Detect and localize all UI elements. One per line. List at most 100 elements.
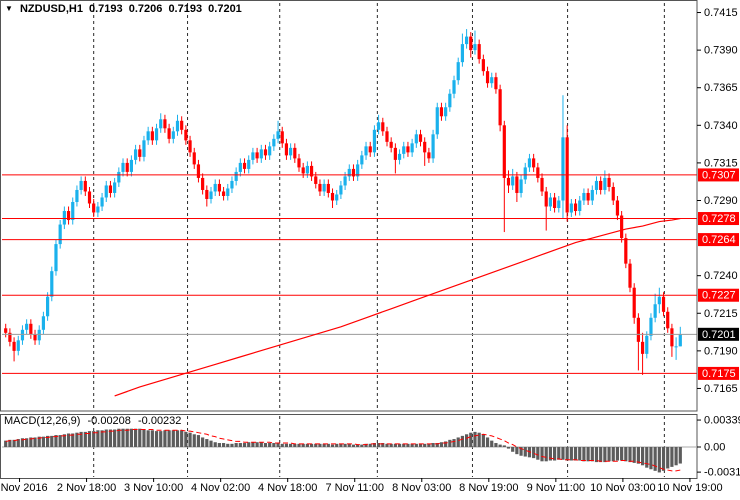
macd-histogram-bar (465, 434, 469, 447)
candle-body (75, 189, 79, 202)
candle-body (494, 77, 498, 90)
candle-body (92, 203, 96, 213)
macd-histogram-bar (272, 443, 276, 447)
macd-histogram-bar (444, 441, 448, 447)
candle-body (83, 180, 87, 192)
candle-body (452, 80, 456, 94)
macd-histogram-bar (108, 429, 113, 447)
price-tick-label: 0.7165 (704, 383, 738, 395)
macd-histogram-bar (33, 437, 37, 447)
candle-body (540, 177, 544, 192)
macd-histogram-bar (280, 443, 284, 447)
time-tick-label: 8 Nov 03:00 (392, 482, 451, 494)
candle-body (100, 197, 104, 207)
macd-histogram-bar (548, 447, 552, 461)
macd-histogram-bar (448, 439, 452, 447)
macd-histogram-bar (121, 428, 125, 447)
macd-histogram-bar (666, 447, 670, 469)
macd-histogram-bar (213, 442, 217, 447)
macd-histogram-bar (16, 439, 20, 447)
ohlc-high: 0.7206 (128, 3, 163, 15)
candle-body (217, 183, 221, 192)
candle-body (515, 176, 519, 193)
macd-histogram-bar (552, 447, 557, 461)
macd-histogram-bar (12, 439, 16, 447)
candle-body (661, 296, 666, 312)
macd-histogram-bar (309, 443, 314, 447)
macd-histogram-bar (255, 442, 259, 447)
candle-body (636, 317, 640, 342)
ohlc-close: 0.7201 (208, 3, 242, 15)
macd-histogram-bar (661, 447, 666, 471)
time-tick-label: 3 Nov 10:00 (124, 482, 183, 494)
macd-histogram-bar (649, 447, 653, 470)
macd-histogram-bar (46, 435, 50, 447)
candle-body (259, 149, 263, 159)
macd-histogram-bar (632, 447, 636, 463)
candle-body (649, 317, 653, 336)
macd-histogram-bar (201, 437, 205, 447)
macd-histogram-bar (276, 443, 280, 447)
candle-body (532, 158, 536, 168)
candle-body (8, 332, 12, 342)
macd-histogram-bar (117, 428, 121, 447)
macd-histogram-bar (83, 431, 87, 447)
macd-histogram-bar (615, 447, 620, 461)
candle-body (175, 120, 180, 132)
time-tick-label: 8 Nov 19:00 (459, 482, 518, 494)
candle-body (343, 176, 347, 186)
symbol-dropdown-arrow-icon[interactable]: ▼ (5, 4, 13, 13)
time-tick-label: 2 Nov 2016 (0, 482, 48, 494)
macd-histogram-bar (87, 431, 92, 447)
macd-histogram-bar (71, 433, 75, 447)
macd-histogram-bar (498, 444, 502, 447)
level-price-badge: 0.7307 (702, 169, 736, 181)
candle-body (133, 149, 138, 160)
macd-histogram-bar (100, 430, 104, 447)
time-tick-label: 9 Nov 11:00 (527, 482, 586, 494)
price-tick-label: 0.7190 (704, 345, 738, 357)
candle-body (201, 177, 205, 190)
candle-body (339, 185, 343, 195)
macd-histogram-bar (188, 432, 192, 447)
candle-body (594, 180, 599, 190)
macd-histogram-bar (477, 432, 481, 447)
candle-body (620, 215, 624, 239)
candle-body (368, 146, 372, 153)
macd-histogram-bar (511, 447, 515, 452)
time-tick-label: 10 Nov 03:00 (590, 482, 655, 494)
macd-histogram-bar (368, 443, 372, 447)
candle-body (58, 224, 62, 245)
macd-histogram-bar (301, 443, 305, 447)
price-tick-label: 0.7365 (704, 82, 738, 94)
macd-histogram-bar (209, 440, 213, 447)
macd-histogram-bar (293, 443, 297, 447)
candle-body (301, 167, 305, 174)
macd-histogram-bar (259, 442, 263, 447)
price-tick-label: 0.7315 (704, 157, 738, 169)
macd-histogram-bar (238, 443, 242, 447)
candle-body (154, 128, 159, 141)
macd-histogram-bar (439, 442, 444, 447)
candle-body (138, 149, 142, 157)
macd-histogram-bar (339, 443, 343, 447)
candle-body (188, 140, 192, 153)
macd-histogram-bar (590, 447, 594, 462)
macd-label: MACD(12,26,9) (4, 415, 81, 427)
candle-body (289, 147, 293, 156)
macd-histogram-bar (502, 445, 506, 447)
macd-histogram-bar (456, 437, 460, 447)
macd-histogram-bar (268, 443, 272, 447)
macd-histogram-bar (636, 447, 640, 464)
macd-histogram-bar (20, 438, 25, 447)
macd-histogram-bar (230, 443, 234, 447)
level-price-badge: 0.7175 (702, 368, 736, 380)
candle-body (557, 200, 561, 209)
candle-body (113, 182, 117, 193)
candle-body (314, 176, 318, 184)
price-tick-label: 0.7240 (704, 270, 738, 282)
candle-body (255, 152, 259, 159)
macd-histogram-bar (284, 443, 289, 447)
candle-body (527, 158, 532, 168)
